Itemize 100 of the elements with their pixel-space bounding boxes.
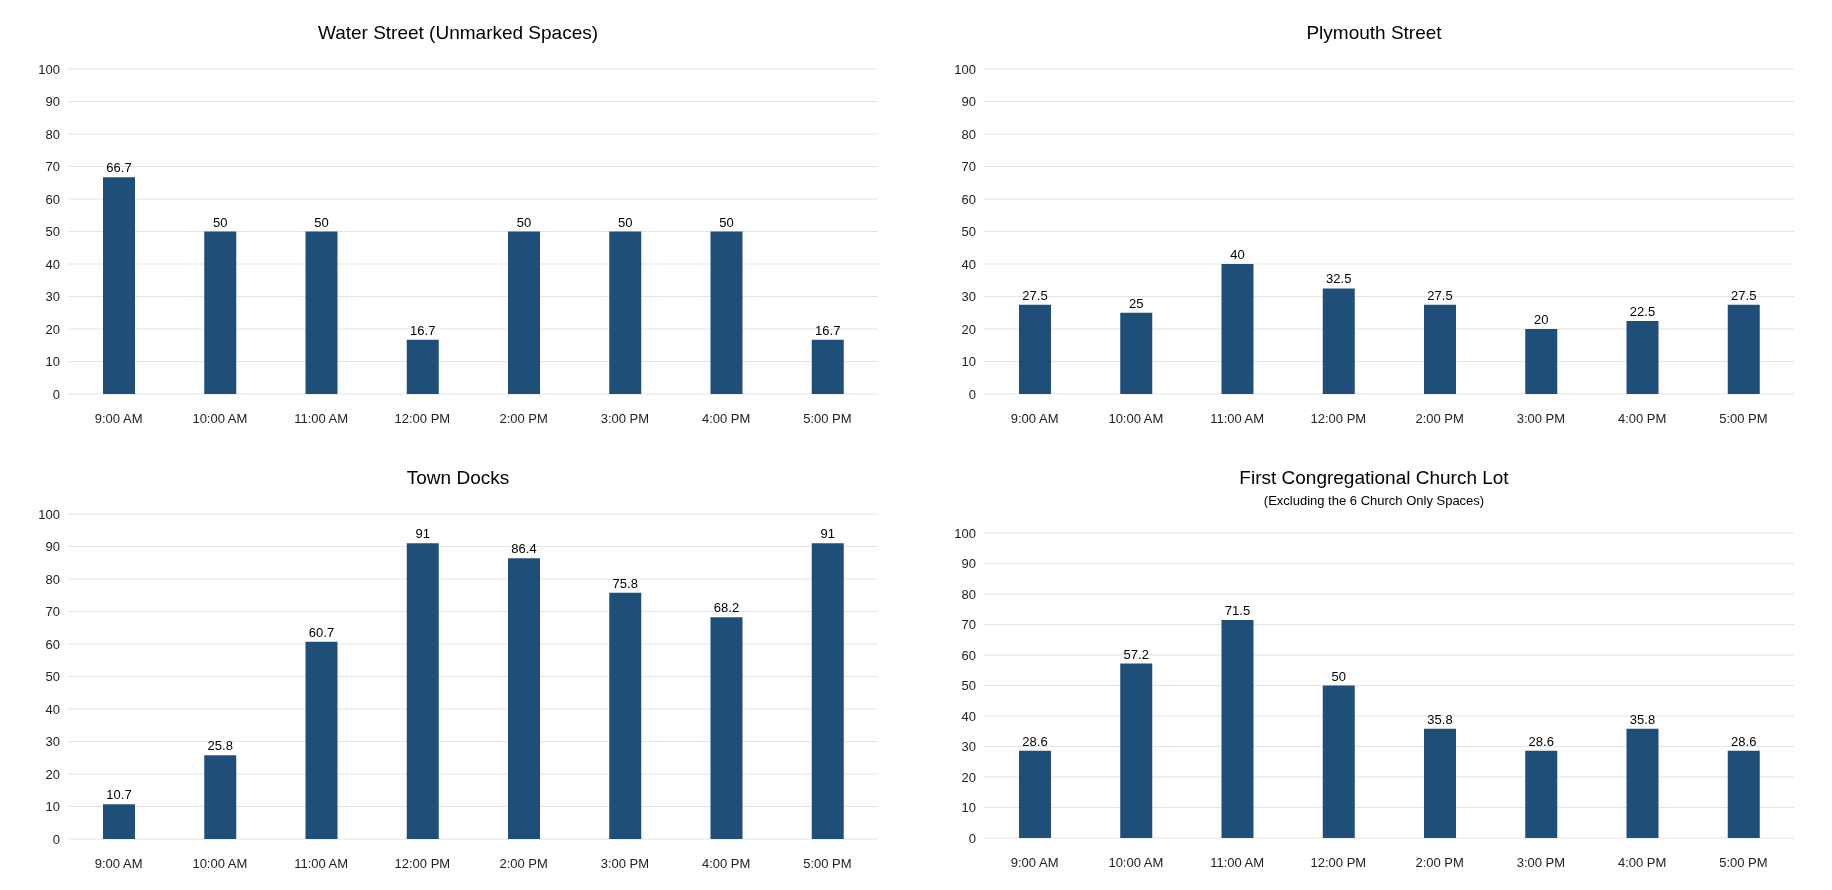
chart-subtitle: (Excluding the 6 Church Only Spaces) xyxy=(1262,493,1486,508)
x-tick-label: 5:00 PM xyxy=(803,411,852,427)
y-tick-label: 30 xyxy=(961,739,976,755)
x-tick-label: 9:00 AM xyxy=(1010,855,1059,871)
data-label: 16.7 xyxy=(410,322,436,338)
bar xyxy=(406,543,439,839)
y-tick-label: 10 xyxy=(961,354,976,370)
bar xyxy=(710,617,743,839)
y-tick-label: 80 xyxy=(961,586,976,602)
y-tick-label: 70 xyxy=(45,159,60,175)
x-tick-label: 5:00 PM xyxy=(1719,855,1768,871)
x-tick-label: 4:00 PM xyxy=(1617,855,1667,871)
bar xyxy=(508,558,540,839)
data-label: 60.7 xyxy=(308,624,335,640)
y-tick-label: 0 xyxy=(52,386,60,402)
bar xyxy=(406,339,439,394)
data-label: 27.5 xyxy=(1427,287,1453,303)
chart-title: Plymouth Street xyxy=(1305,22,1443,44)
bar xyxy=(1626,728,1659,838)
data-label: 28.6 xyxy=(1022,733,1048,749)
x-tick-label: 4:00 PM xyxy=(1617,411,1667,427)
data-label: 71.5 xyxy=(1224,602,1251,618)
y-tick-label: 30 xyxy=(45,734,60,750)
data-label: 35.8 xyxy=(1427,711,1453,727)
data-label: 25.8 xyxy=(207,738,233,754)
x-tick-label: 12:00 PM xyxy=(394,856,451,872)
y-tick-label: 40 xyxy=(45,701,60,717)
y-tick-label: 90 xyxy=(961,94,976,110)
x-tick-label: 9:00 AM xyxy=(94,856,143,872)
y-tick-label: 10 xyxy=(45,354,60,370)
y-tick-label: 50 xyxy=(961,678,976,694)
y-tick-label: 30 xyxy=(45,289,60,305)
x-tick-label: 2:00 PM xyxy=(1415,411,1464,427)
y-tick-label: 50 xyxy=(45,224,60,240)
data-label: 27.5 xyxy=(1731,287,1757,303)
data-label: 27.5 xyxy=(1022,287,1048,303)
data-label: 50 xyxy=(1331,668,1346,684)
x-tick-label: 12:00 PM xyxy=(1310,855,1367,871)
y-tick-label: 80 xyxy=(961,126,976,142)
y-tick-label: 100 xyxy=(38,506,60,522)
y-tick-label: 60 xyxy=(45,636,60,652)
y-tick-label: 70 xyxy=(961,617,976,633)
bar xyxy=(1019,750,1051,838)
bar xyxy=(305,231,338,394)
bar xyxy=(609,592,642,839)
data-label: 50 xyxy=(618,214,633,230)
y-tick-label: 100 xyxy=(954,61,976,77)
bar xyxy=(811,543,844,839)
data-label: 68.2 xyxy=(713,600,740,616)
y-tick-label: 0 xyxy=(52,831,60,847)
y-tick-label: 50 xyxy=(45,669,60,685)
bar xyxy=(508,231,540,394)
y-tick-label: 90 xyxy=(45,539,60,555)
x-tick-label: 10:00 AM xyxy=(1108,855,1164,871)
y-tick-label: 60 xyxy=(961,191,976,207)
data-label: 22.5 xyxy=(1629,303,1656,319)
x-tick-label: 10:00 AM xyxy=(192,856,248,872)
chart-title: First Congregational Church Lot xyxy=(1238,467,1510,489)
y-tick-label: 20 xyxy=(961,769,976,785)
x-tick-label: 3:00 PM xyxy=(600,411,650,427)
data-label: 57.2 xyxy=(1123,646,1149,662)
y-tick-label: 80 xyxy=(45,571,60,587)
chart-title: Water Street (Unmarked Spaces) xyxy=(316,22,600,44)
x-tick-label: 2:00 PM xyxy=(1415,855,1464,871)
data-label: 40 xyxy=(1230,247,1245,262)
y-tick-label: 20 xyxy=(45,321,60,337)
data-label: 75.8 xyxy=(612,575,638,591)
y-tick-label: 10 xyxy=(45,799,60,815)
x-tick-label: 4:00 PM xyxy=(701,856,751,872)
x-tick-label: 10:00 AM xyxy=(192,411,248,427)
bar xyxy=(1727,304,1760,394)
x-tick-label: 2:00 PM xyxy=(499,411,548,427)
y-tick-label: 80 xyxy=(45,126,60,142)
bar xyxy=(811,339,844,394)
x-tick-label: 2:00 PM xyxy=(499,856,548,872)
y-tick-label: 20 xyxy=(45,766,60,782)
x-tick-label: 4:00 PM xyxy=(701,411,751,427)
x-tick-label: 10:00 AM xyxy=(1108,411,1164,427)
bar xyxy=(1727,750,1760,838)
data-label: 32.5 xyxy=(1326,271,1352,287)
chart-title: Town Docks xyxy=(405,467,511,489)
data-label: 35.8 xyxy=(1629,711,1656,727)
bar xyxy=(1525,329,1558,394)
y-tick-label: 0 xyxy=(968,830,976,846)
data-label: 20 xyxy=(1534,312,1549,327)
y-tick-label: 60 xyxy=(45,191,60,207)
y-tick-label: 100 xyxy=(38,61,60,77)
bar xyxy=(1322,288,1355,394)
data-label: 50 xyxy=(213,214,228,230)
bar xyxy=(1322,685,1355,838)
data-label: 66.7 xyxy=(106,160,132,176)
y-tick-label: 70 xyxy=(961,159,976,175)
bar xyxy=(1424,304,1456,394)
y-tick-label: 60 xyxy=(961,647,976,663)
bar xyxy=(1525,750,1558,838)
data-label: 91 xyxy=(415,526,430,542)
bar xyxy=(204,755,237,839)
bar xyxy=(1221,264,1254,394)
x-tick-label: 9:00 AM xyxy=(1010,411,1059,427)
data-label: 86.4 xyxy=(511,541,537,557)
